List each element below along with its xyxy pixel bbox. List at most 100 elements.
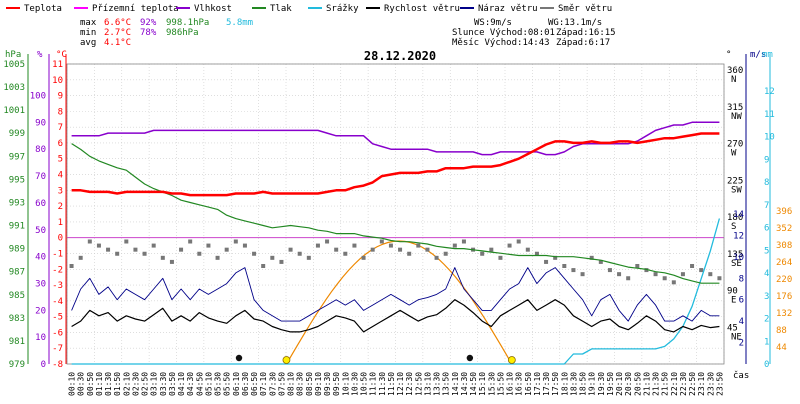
x-tick-label: 13:10 bbox=[423, 372, 432, 396]
stat-min-label: min bbox=[80, 28, 96, 38]
dir-tick-label: E bbox=[731, 296, 736, 306]
degc-tick-label: 5 bbox=[58, 155, 63, 165]
x-tick-label: 07:10 bbox=[259, 372, 268, 396]
x-tick-label: 08:50 bbox=[305, 372, 314, 396]
info-sun-set: Západ:16:15 bbox=[556, 28, 616, 38]
x-tick-label: 19:50 bbox=[606, 372, 615, 396]
moonset-marker bbox=[235, 354, 243, 362]
degc-tick-label: 11 bbox=[52, 60, 63, 70]
dir-tick-label: W bbox=[731, 149, 737, 159]
x-tick-label: 13:30 bbox=[433, 372, 442, 396]
degc-tick-label: 3 bbox=[58, 186, 63, 196]
wind-direction-point bbox=[297, 251, 302, 256]
dir-tick-label: NE bbox=[731, 332, 742, 342]
x-tick-label: 00:30 bbox=[77, 372, 86, 396]
info-ws: WS:9m/s bbox=[474, 18, 512, 28]
unit-pct: % bbox=[37, 50, 43, 60]
mm-tick-label: 176 bbox=[776, 292, 792, 302]
x-tick-label: 06:50 bbox=[250, 372, 259, 396]
hpa-tick-label: 983 bbox=[9, 314, 25, 324]
stat-min-press: 986hPa bbox=[166, 28, 199, 38]
wind-direction-point bbox=[534, 251, 539, 256]
wind-direction-point bbox=[498, 255, 503, 260]
hpa-tick-label: 981 bbox=[9, 337, 25, 347]
degc-tick-label: -8 bbox=[52, 360, 63, 370]
x-tick-label: 12:30 bbox=[405, 372, 414, 396]
x-tick-label: 15:30 bbox=[487, 372, 496, 396]
ms2-tick-label: 9 bbox=[764, 155, 769, 165]
wind-direction-point bbox=[416, 243, 421, 248]
wind-direction-point bbox=[233, 239, 238, 244]
x-tick-label: 09:10 bbox=[314, 372, 323, 396]
x-tick-label: 16:50 bbox=[524, 372, 533, 396]
ms2-tick-label: 2 bbox=[764, 315, 769, 325]
wind-direction-point bbox=[562, 264, 567, 268]
ms-tick-label: 12 bbox=[733, 231, 744, 241]
wind-direction-point bbox=[626, 276, 631, 281]
wind-direction-point bbox=[580, 272, 585, 277]
x-tick-label: 10:10 bbox=[341, 372, 350, 396]
wind-direction-point bbox=[489, 247, 494, 252]
x-tick-label: 04:10 bbox=[177, 372, 186, 396]
wind-direction-point bbox=[261, 264, 266, 268]
unit-cas: čas bbox=[733, 370, 749, 381]
degc-tick-label: 10 bbox=[52, 76, 63, 86]
x-tick-label: 01:10 bbox=[95, 372, 104, 396]
ms-tick-label: 10 bbox=[733, 253, 744, 263]
legend-label: Rychlost větru bbox=[384, 4, 460, 14]
info-wg: WG:13.1m/s bbox=[548, 18, 602, 28]
wind-direction-point bbox=[544, 259, 549, 264]
wind-direction-point bbox=[644, 268, 649, 273]
wind-direction-point bbox=[133, 247, 138, 252]
x-tick-label: 08:10 bbox=[287, 372, 296, 396]
hpa-tick-label: 989 bbox=[9, 245, 25, 255]
wind-direction-point bbox=[589, 255, 594, 260]
wind-direction-point bbox=[571, 268, 576, 273]
info-sun: Slunce Východ:08:01 bbox=[452, 28, 555, 38]
wind-direction-point bbox=[352, 243, 357, 248]
x-tick-label: 17:10 bbox=[533, 372, 542, 396]
wind-direction-point bbox=[507, 243, 512, 248]
legend-label: Teplota bbox=[24, 4, 62, 14]
x-tick-label: 14:50 bbox=[469, 372, 478, 396]
unit-ms: m/s bbox=[750, 50, 766, 60]
wind-direction-point bbox=[115, 251, 120, 256]
stat-max-hum: 92% bbox=[140, 18, 157, 28]
x-tick-label: 01:30 bbox=[104, 372, 113, 396]
chart-axes: 9799819839859879899919939959979991001100… bbox=[3, 54, 792, 370]
pct-tick-label: 20 bbox=[35, 306, 46, 316]
stats-block: max 6.6°C 92% 998.1hPa 5.8mm min 2.7°C 7… bbox=[80, 18, 253, 48]
wind-direction-point bbox=[306, 255, 311, 260]
wind-direction-point bbox=[270, 255, 275, 260]
wind-direction-point bbox=[169, 259, 174, 264]
pct-tick-label: 0 bbox=[41, 360, 46, 370]
sunrise-marker bbox=[282, 356, 291, 364]
stat-max-rain: 5.8mm bbox=[226, 18, 253, 28]
degc-tick-label: -5 bbox=[52, 313, 63, 323]
x-tick-label: 10:30 bbox=[350, 372, 359, 396]
x-tick-label: 02:10 bbox=[122, 372, 131, 396]
x-tick-label: 20:30 bbox=[624, 372, 633, 396]
chart-grid bbox=[66, 63, 725, 365]
hpa-tick-label: 985 bbox=[9, 291, 25, 301]
wind-direction-point bbox=[151, 243, 156, 248]
wind-direction-point bbox=[142, 251, 147, 256]
dir-tick-label: SE bbox=[731, 259, 742, 269]
wind-direction-point bbox=[443, 251, 448, 256]
pct-tick-label: 10 bbox=[35, 333, 46, 343]
x-tick-label: 01:50 bbox=[113, 372, 122, 396]
stat-min-temp: 2.7°C bbox=[104, 28, 131, 38]
ms-tick-label: 14 bbox=[733, 210, 744, 220]
hpa-tick-label: 1005 bbox=[3, 60, 25, 70]
hpa-tick-label: 991 bbox=[9, 222, 25, 232]
x-tick-label: 22:30 bbox=[679, 372, 688, 396]
degc-tick-label: 6 bbox=[58, 139, 63, 149]
x-tick-label: 09:30 bbox=[323, 372, 332, 396]
ms2-tick-label: 12 bbox=[764, 87, 775, 97]
ms-tick-label: 2 bbox=[739, 339, 744, 349]
mm-tick-label: 220 bbox=[776, 275, 792, 285]
wind-direction-point bbox=[279, 259, 284, 264]
wind-direction-point bbox=[617, 272, 622, 277]
ms2-tick-label: 1 bbox=[764, 337, 769, 347]
